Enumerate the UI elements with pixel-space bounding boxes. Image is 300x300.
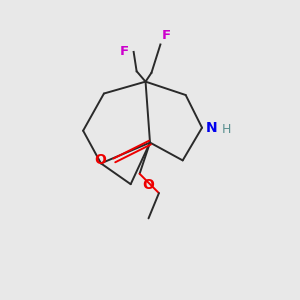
Text: N: N xyxy=(206,121,217,135)
Text: O: O xyxy=(142,178,154,192)
Text: F: F xyxy=(120,45,129,58)
Text: F: F xyxy=(162,28,171,41)
Text: H: H xyxy=(221,123,231,136)
Text: O: O xyxy=(94,153,106,167)
